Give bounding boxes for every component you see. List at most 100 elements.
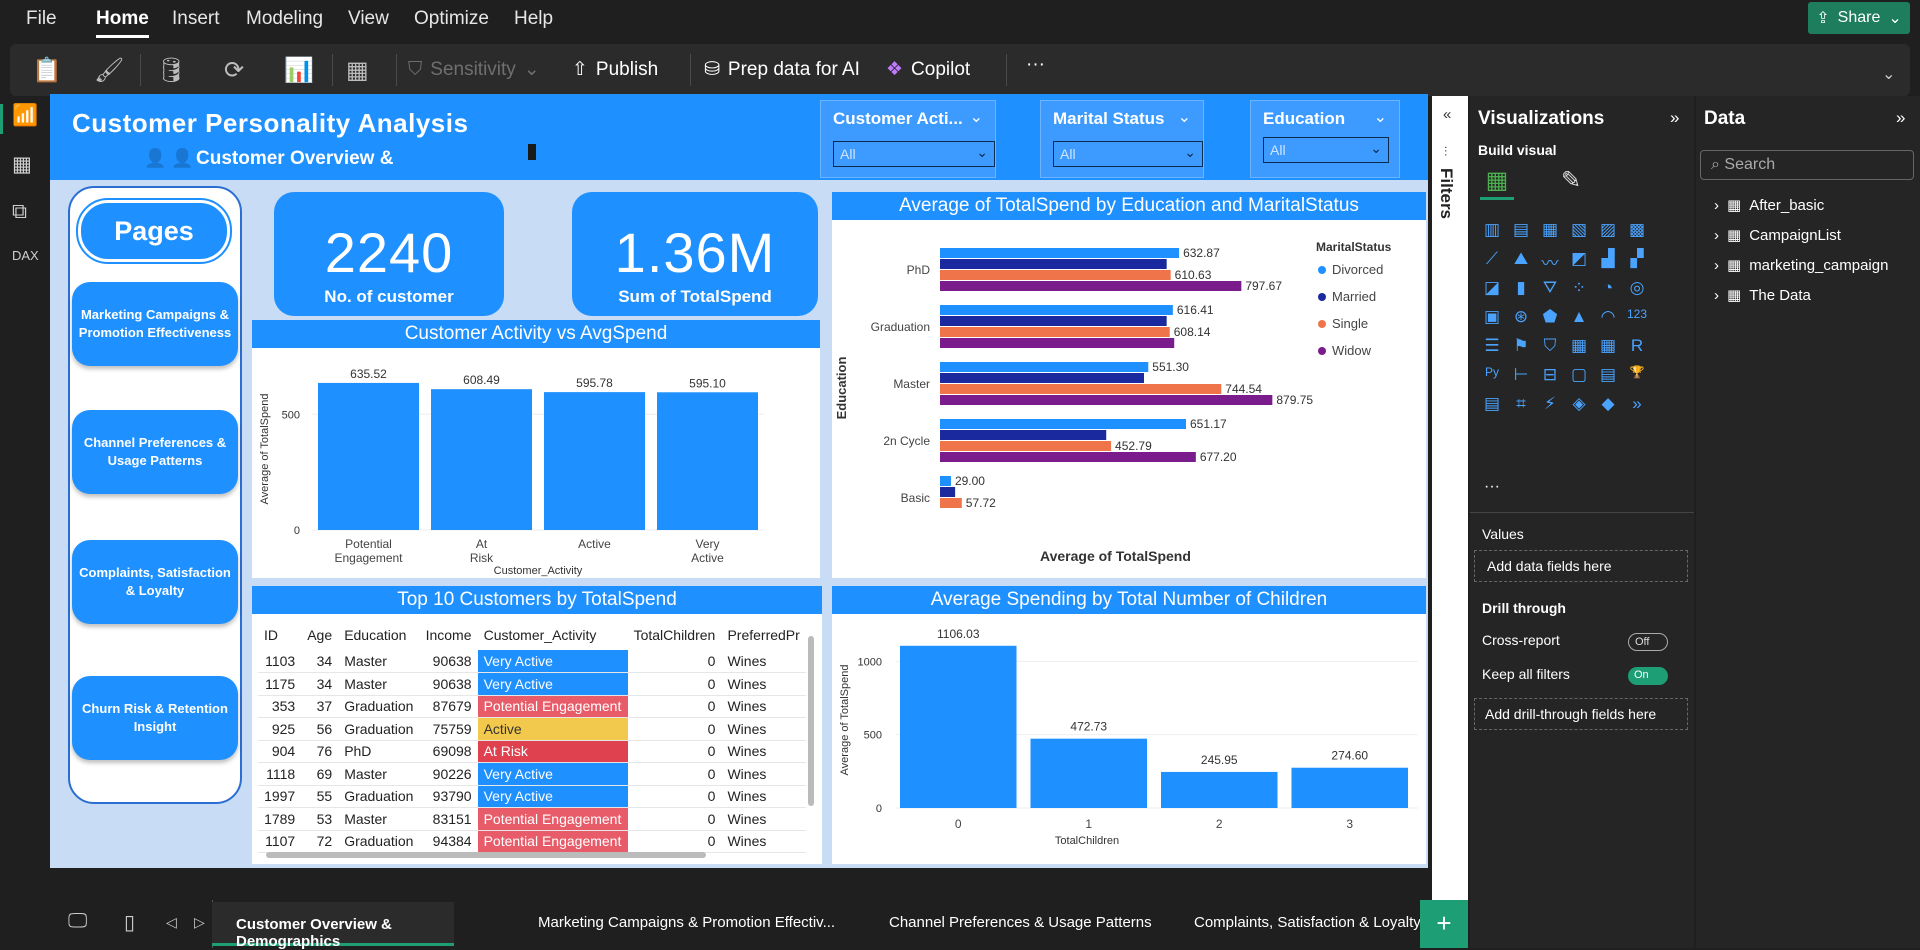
- table-row[interactable]: 1175 34 Master 90638 Very Active 0 Wines: [258, 672, 806, 696]
- scatter-icon[interactable]: ⁘: [1571, 278, 1587, 297]
- sensitivity-button[interactable]: ⛉ Sensitivity ⌄: [408, 58, 540, 81]
- data-search-input[interactable]: ⌕ Search: [1700, 150, 1914, 180]
- slicer-dropdown[interactable]: All ⌄: [1263, 137, 1389, 163]
- column-header[interactable]: TotalChildren: [633, 627, 716, 643]
- ribbon-chart-icon[interactable]: ◩: [1570, 249, 1588, 268]
- decomposition-tree-icon[interactable]: ⊟: [1542, 365, 1558, 384]
- new-visual-icon[interactable]: 📊: [284, 57, 314, 84]
- power-apps-icon[interactable]: ⚡: [1544, 394, 1556, 413]
- gauge-icon[interactable]: ◠: [1600, 307, 1616, 326]
- kpi-icon[interactable]: ⚑: [1513, 336, 1529, 355]
- model-view-icon[interactable]: ⧉: [12, 200, 27, 223]
- filters-pane-collapsed[interactable]: « ⫶ Filters: [1432, 96, 1468, 948]
- waterfall-icon[interactable]: ▟: [1601, 249, 1615, 268]
- refresh-icon[interactable]: ⟳: [224, 57, 245, 84]
- publish-button[interactable]: ⇧ Publish: [572, 58, 659, 81]
- multi-row-card-icon[interactable]: ☰: [1484, 336, 1500, 355]
- paginated-icon[interactable]: ▤: [1483, 394, 1501, 413]
- menu-home[interactable]: Home: [96, 8, 149, 38]
- horizontal-scrollbar[interactable]: [266, 852, 706, 858]
- collapse-ribbon-icon[interactable]: ⌄: [1882, 66, 1896, 83]
- azure-map-icon[interactable]: ▲: [1570, 307, 1588, 326]
- r-visual-icon[interactable]: R: [1630, 336, 1644, 355]
- clustered-bar-icon[interactable]: ▦: [1541, 220, 1559, 239]
- prep-data-button[interactable]: ⛁ Prep data for AI: [704, 58, 860, 81]
- keep-filters-toggle[interactable]: On: [1628, 667, 1668, 685]
- column-header[interactable]: Age: [307, 627, 333, 643]
- menu-file[interactable]: File: [26, 8, 57, 29]
- dax-query-icon[interactable]: DAX: [12, 248, 39, 263]
- column-header[interactable]: Income: [425, 627, 472, 643]
- format-visual-icon[interactable]: ✎: [1560, 167, 1582, 194]
- desktop-layout-icon[interactable]: 🖵: [68, 910, 88, 932]
- build-visual-icon[interactable]: ▦: [1480, 166, 1514, 200]
- share-button[interactable]: ⇪ Share ⌄: [1808, 2, 1910, 34]
- more-options-button[interactable]: ···: [1026, 54, 1045, 75]
- report-view-icon[interactable]: 📶: [12, 104, 39, 127]
- table-top10-customers[interactable]: Top 10 Customers by TotalSpend ID Age Educ…: [252, 586, 822, 864]
- stacked-bar-icon[interactable]: ▥: [1483, 220, 1501, 239]
- menu-modeling[interactable]: Modeling: [246, 8, 324, 29]
- table-after-basic[interactable]: › ▦ After_basic: [1714, 196, 1825, 215]
- python-visual-icon[interactable]: Py: [1484, 365, 1499, 379]
- table-campaignlist[interactable]: › ▦ CampaignList: [1714, 226, 1841, 245]
- table-row[interactable]: 1789 53 Master 83151 Potential Engagement 0 Wi…: [258, 807, 806, 831]
- menu-view[interactable]: View: [348, 8, 389, 29]
- qa-icon[interactable]: ▢: [1570, 365, 1588, 384]
- collapse-pane-icon[interactable]: »: [1670, 108, 1680, 127]
- slicer-dropdown[interactable]: All ⌄: [833, 141, 995, 167]
- treemap-icon[interactable]: ▣: [1483, 307, 1501, 326]
- 100-column-icon[interactable]: ▩: [1628, 220, 1646, 239]
- calculator-icon[interactable]: ▦: [346, 57, 369, 84]
- column-header[interactable]: PreferredPr: [727, 627, 800, 643]
- nav-marketing-campaigns[interactable]: Marketing Campaigns & Promotion Effectiv…: [72, 282, 238, 366]
- menu-insert[interactable]: Insert: [172, 8, 220, 29]
- funnel-icon[interactable]: ⛛: [1542, 278, 1558, 297]
- collapse-pane-icon[interactable]: »: [1896, 108, 1906, 127]
- cross-report-toggle[interactable]: Off: [1628, 633, 1668, 651]
- area-chart-icon[interactable]: ⛰: [1513, 249, 1529, 268]
- table-view-icon[interactable]: ▦: [12, 153, 32, 176]
- format-painter-icon[interactable]: 🖌: [94, 57, 125, 84]
- table-the-data[interactable]: › ▦ The Data: [1714, 286, 1811, 305]
- chart-spend-by-children[interactable]: Average Spending by Total Number of Chil…: [832, 586, 1426, 864]
- slicer-education[interactable]: Education ⌄ All ⌄: [1250, 100, 1400, 178]
- goals-icon[interactable]: 🏆: [1629, 365, 1645, 379]
- add-page-button[interactable]: +: [1420, 900, 1468, 948]
- more-visual-icon[interactable]: »: [1632, 394, 1642, 413]
- filled-map-icon[interactable]: ⬟: [1542, 307, 1558, 326]
- matrix-icon[interactable]: ▦: [1599, 336, 1617, 355]
- pie-chart-icon[interactable]: ◔: [1602, 278, 1614, 297]
- menu-optimize[interactable]: Optimize: [414, 8, 489, 29]
- table-marketing-campaign[interactable]: › ▦ marketing_campaign: [1714, 256, 1889, 275]
- nav-channel-preferences[interactable]: Channel Preferences & Usage Patterns: [72, 410, 238, 494]
- fabric-icon[interactable]: ◆: [1601, 394, 1615, 413]
- card-icon[interactable]: 123: [1626, 307, 1648, 321]
- drill-through-drop-zone[interactable]: Add drill-through fields here: [1474, 698, 1688, 730]
- key-influencers-icon[interactable]: ⊢: [1513, 365, 1529, 384]
- table-row[interactable]: 1107 72 Graduation 94384 Potential Engagemen…: [258, 830, 806, 853]
- more-visuals-button[interactable]: ···: [1484, 478, 1500, 495]
- prev-page-icon[interactable]: ◁: [166, 914, 177, 930]
- table-row[interactable]: 904 76 PhD 69098 At Risk 0 Wines: [258, 740, 806, 763]
- menu-help[interactable]: Help: [514, 8, 554, 29]
- table-icon[interactable]: ▦: [1570, 336, 1588, 355]
- table-row[interactable]: 1103 34 Master 90638 Very Active 0 Wines: [258, 650, 806, 673]
- get-data-icon[interactable]: 🛢: [156, 57, 187, 84]
- line-column-icon[interactable]: ▞: [1630, 249, 1644, 268]
- stacked-column-icon[interactable]: ▤: [1512, 220, 1530, 239]
- copilot-button[interactable]: ❖ Copilot: [886, 58, 971, 81]
- line-chart-icon[interactable]: ⟋: [1486, 249, 1498, 268]
- slicer-icon[interactable]: ⛉: [1543, 336, 1557, 355]
- slicer-customer-activity[interactable]: Customer Acti... ⌄ All ⌄: [820, 100, 996, 178]
- slicer-dropdown[interactable]: All ⌄: [1053, 141, 1203, 167]
- table-row[interactable]: 925 56 Graduation 75759 Active 0 Wines: [258, 717, 806, 741]
- line-stacked-icon[interactable]: ◪: [1483, 278, 1501, 297]
- donut-chart-icon[interactable]: ◎: [1629, 278, 1645, 297]
- column-header[interactable]: Education: [344, 627, 407, 643]
- next-page-icon[interactable]: ▷: [194, 914, 205, 930]
- nav-churn-risk[interactable]: Churn Risk & Retention Insight: [72, 676, 238, 760]
- column-header[interactable]: Customer_Activity: [483, 627, 597, 643]
- card-new-icon[interactable]: ⌗: [1516, 394, 1526, 413]
- table-row[interactable]: 353 37 Graduation 87679 Potential Engagement…: [258, 695, 806, 718]
